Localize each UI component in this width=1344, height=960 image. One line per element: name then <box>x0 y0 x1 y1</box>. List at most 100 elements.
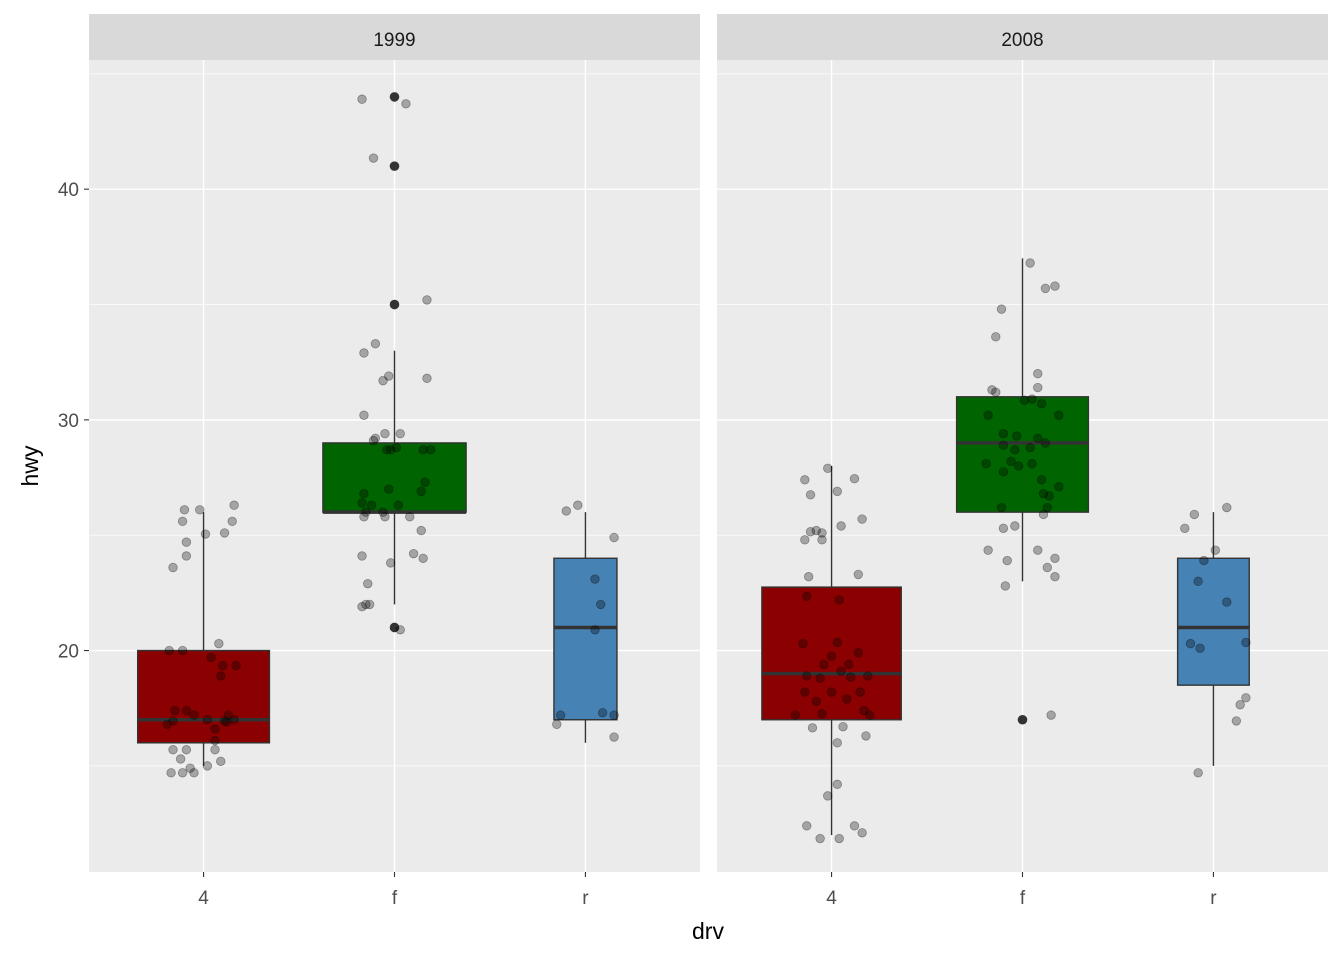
jitter-point <box>817 528 827 538</box>
jitter-point <box>998 467 1009 477</box>
jitter-point <box>1195 643 1205 653</box>
jitter-point <box>1189 509 1200 520</box>
boxplot-4 <box>136 512 271 766</box>
jitter-point <box>426 445 436 455</box>
jitter-point <box>1012 431 1022 441</box>
jitter-point <box>385 445 396 455</box>
jitter-point <box>836 521 846 531</box>
jitter-point <box>853 648 863 658</box>
jitter-point <box>384 371 394 381</box>
jitter-point <box>168 745 178 755</box>
jitter-point <box>357 94 367 104</box>
jitter-point <box>214 638 224 649</box>
jitter-point <box>202 761 213 771</box>
jitter-point <box>181 745 192 755</box>
jitter-point <box>991 387 1001 397</box>
outlier-point <box>389 299 400 310</box>
jitter-point <box>364 599 375 610</box>
jitter-point <box>836 666 846 677</box>
jitter-point <box>1222 502 1232 513</box>
jitter-point <box>597 708 608 718</box>
jitter-point <box>1054 410 1064 420</box>
jitter-point <box>609 532 619 543</box>
outlier-point <box>389 92 400 102</box>
jitter-point <box>1006 456 1016 467</box>
jitter-point <box>1193 576 1203 587</box>
jitter-point <box>1054 482 1064 492</box>
jitter-point <box>1042 562 1053 573</box>
jitter-point <box>807 723 818 733</box>
box <box>136 649 271 744</box>
jitter-point <box>370 433 381 444</box>
jitter-point <box>1036 475 1047 485</box>
jitter-point <box>357 498 367 508</box>
jitter-point <box>378 507 388 517</box>
jitter-point <box>200 529 211 539</box>
jitter-point <box>401 99 411 109</box>
box <box>553 557 618 721</box>
jitter-point <box>361 599 371 610</box>
jitter-point <box>382 445 392 455</box>
y-tick-label: 40 <box>58 180 79 201</box>
jitter-point <box>800 687 810 697</box>
jitter-point <box>1241 693 1251 703</box>
jitter-point <box>405 512 415 522</box>
jitter-point <box>359 348 369 358</box>
jitter-point <box>231 660 241 671</box>
y-axis-title: hwy <box>17 445 43 486</box>
jitter-point <box>1036 399 1047 409</box>
jitter-point <box>815 833 825 844</box>
jitter-point <box>206 652 216 663</box>
boxplot-f <box>322 92 467 633</box>
jitter-point <box>803 572 814 582</box>
jitter-point <box>219 716 230 726</box>
jitter-point <box>849 473 860 484</box>
jitter-point <box>996 304 1007 314</box>
jitter-point <box>832 779 842 790</box>
jitter-point <box>1050 553 1060 563</box>
jitter-point <box>418 553 428 563</box>
jitter-point <box>229 715 239 725</box>
jitter-point <box>844 659 854 670</box>
jitter-point <box>1000 581 1011 591</box>
x-tick-label: f <box>1020 888 1026 909</box>
jitter-point <box>1010 521 1020 531</box>
jitter-point <box>823 463 833 474</box>
jitter-point <box>826 651 837 662</box>
jitter-point <box>210 735 220 746</box>
jitter-point <box>185 763 195 773</box>
jitter-point <box>826 687 837 697</box>
jitter-point <box>609 732 619 742</box>
jitter-point <box>166 768 176 778</box>
jitter-point <box>832 637 842 648</box>
jitter-point <box>395 625 405 635</box>
jitter-point <box>857 828 867 838</box>
jitter-point <box>175 754 186 764</box>
jitter-point <box>422 295 432 305</box>
jitter-point <box>416 525 426 536</box>
jitter-point <box>177 516 188 527</box>
jitter-point <box>811 525 821 536</box>
jitter-point <box>170 705 180 716</box>
jitter-point <box>838 721 848 732</box>
jitter-point <box>179 505 190 515</box>
jitter-point <box>991 332 1001 342</box>
jitter-point <box>857 514 867 524</box>
x-tick-label: r <box>1210 888 1217 909</box>
outlier-point <box>389 161 400 171</box>
jitter-point <box>1050 572 1060 582</box>
jitter-point <box>210 724 220 734</box>
jitter-point <box>357 551 367 561</box>
facet-strip <box>89 14 700 60</box>
box <box>1176 557 1250 686</box>
jitter-point <box>164 645 174 656</box>
jitter-point <box>168 562 178 573</box>
jitter-point <box>817 709 827 719</box>
jitter-point <box>1027 458 1037 469</box>
jitter-point <box>855 687 865 697</box>
jitter-point <box>181 705 192 716</box>
jitter-point <box>395 429 405 439</box>
jitter-point <box>996 502 1007 513</box>
jitter-point <box>987 385 997 395</box>
